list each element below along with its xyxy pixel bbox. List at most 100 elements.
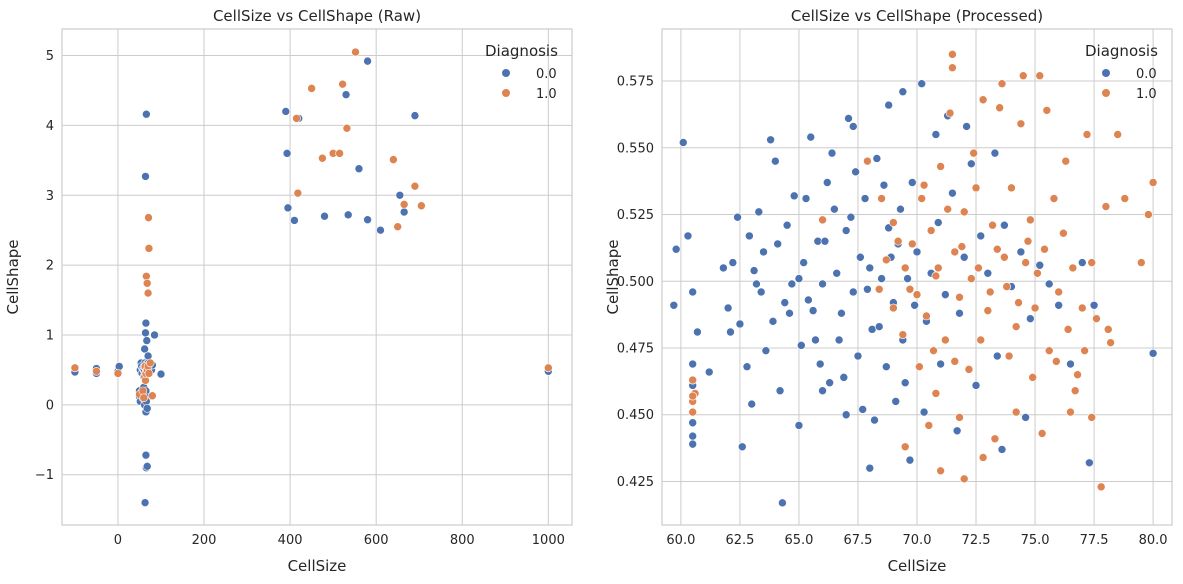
processed-point-diagnosis-1 <box>985 287 995 297</box>
processed-point-diagnosis-0 <box>907 178 917 187</box>
processed-point-diagnosis-1 <box>959 207 969 217</box>
processed-point-diagnosis-1 <box>1061 156 1071 166</box>
processed-x-tick-label: 65.0 <box>784 533 813 548</box>
processed-point-diagnosis-0 <box>992 351 1002 361</box>
processed-point-diagnosis-1 <box>1063 325 1073 334</box>
processed-point-diagnosis-1 <box>912 290 922 299</box>
raw-y-axis-label: CellShape <box>4 239 22 314</box>
processed-point-diagnosis-0 <box>761 346 771 355</box>
processed-point-diagnosis-1 <box>1077 303 1087 313</box>
raw-point-diagnosis-0 <box>141 450 151 460</box>
raw-point-diagnosis-1 <box>143 288 153 298</box>
processed-point-diagnosis-1 <box>1014 298 1023 307</box>
processed-point-diagnosis-1 <box>936 162 945 171</box>
processed-point-diagnosis-0 <box>745 231 754 241</box>
raw-point-diagnosis-1 <box>342 123 352 133</box>
processed-point-diagnosis-1 <box>1011 407 1021 417</box>
processed-point-diagnosis-0 <box>870 415 879 425</box>
processed-point-diagnosis-1 <box>1040 244 1049 254</box>
raw-point-diagnosis-1 <box>70 363 80 373</box>
raw-point-diagnosis-1 <box>113 369 123 378</box>
processed-point-diagnosis-1 <box>1007 183 1016 193</box>
raw-legend-label-1: 1.0 <box>536 87 557 102</box>
processed-point-diagnosis-0 <box>877 274 886 283</box>
processed-chart-title: CellSize vs CellShape (Processed) <box>791 7 1043 25</box>
raw-legend: Diagnosis 0.0 1.0 <box>485 42 558 102</box>
processed-point-diagnosis-1 <box>964 365 974 374</box>
processed-x-tick-label: 77.5 <box>1080 533 1109 548</box>
processed-point-diagnosis-0 <box>768 317 778 326</box>
processed-point-diagnosis-1 <box>1070 386 1080 396</box>
processed-point-diagnosis-0 <box>1026 314 1035 323</box>
processed-point-diagnosis-1 <box>997 79 1007 89</box>
raw-y-tick-label: 4 <box>46 119 54 134</box>
processed-point-diagnosis-0 <box>856 252 865 262</box>
processed-point-diagnosis-1 <box>959 474 969 484</box>
processed-point-diagnosis-1 <box>1052 357 1061 366</box>
raw-point-diagnosis-0 <box>114 362 124 371</box>
processed-point-diagnosis-0 <box>797 341 806 350</box>
processed-point-diagnosis-0 <box>1044 279 1054 289</box>
processed-point-diagnosis-0 <box>910 300 919 310</box>
processed-point-diagnosis-0 <box>884 100 893 110</box>
processed-point-diagnosis-1 <box>915 362 924 371</box>
processed-point-diagnosis-1 <box>1054 287 1063 297</box>
processed-point-diagnosis-0 <box>900 378 910 388</box>
processed-point-diagnosis-0 <box>688 287 697 297</box>
raw-point-diagnosis-1 <box>292 114 301 123</box>
processed-point-diagnosis-1 <box>948 63 957 73</box>
raw-point-diagnosis-1 <box>410 181 420 191</box>
processed-point-diagnosis-0 <box>879 180 889 190</box>
processed-point-diagnosis-1 <box>1106 338 1115 347</box>
processed-point-diagnosis-0 <box>1077 258 1087 267</box>
raw-y-tick-label: 5 <box>46 49 54 64</box>
processed-x-tick-label: 62.5 <box>725 533 754 548</box>
processed-point-diagnosis-0 <box>728 258 738 267</box>
processed-point-diagnosis-0 <box>955 309 964 318</box>
processed-point-diagnosis-0 <box>839 373 849 382</box>
processed-x-tick-label: 80.0 <box>1139 533 1168 548</box>
processed-point-diagnosis-0 <box>912 247 922 257</box>
processed-point-diagnosis-0 <box>865 463 875 473</box>
processed-point-diagnosis-1 <box>1103 325 1113 334</box>
raw-x-tick-label: 400 <box>278 533 303 548</box>
raw-point-diagnosis-1 <box>92 367 101 376</box>
processed-point-diagnosis-0 <box>959 252 969 262</box>
raw-point-diagnosis-0 <box>282 149 292 158</box>
processed-point-diagnosis-1 <box>688 391 697 401</box>
processed-point-diagnosis-0 <box>962 122 971 131</box>
raw-point-diagnosis-1 <box>142 278 152 288</box>
processed-point-diagnosis-0 <box>688 439 697 449</box>
processed-point-diagnosis-1 <box>893 236 903 246</box>
processed-point-diagnosis-1 <box>1113 130 1122 139</box>
raw-point-diagnosis-0 <box>142 462 152 471</box>
processed-point-diagnosis-1 <box>877 194 886 203</box>
processed-x-tick-label: 75.0 <box>1021 533 1050 548</box>
processed-point-diagnosis-1 <box>882 255 891 265</box>
processed-point-diagnosis-0 <box>848 287 858 297</box>
processed-point-diagnosis-0 <box>872 154 882 163</box>
processed-point-diagnosis-0 <box>848 122 858 131</box>
raw-point-diagnosis-1 <box>417 201 426 211</box>
processed-point-diagnosis-0 <box>688 359 697 369</box>
processed-point-diagnosis-1 <box>931 271 941 281</box>
processed-y-axis-label: CellShape <box>604 239 622 314</box>
processed-point-diagnosis-1 <box>1026 215 1035 225</box>
processed-point-diagnosis-1 <box>1011 322 1021 331</box>
processed-point-diagnosis-0 <box>865 263 875 273</box>
processed-point-diagnosis-0 <box>799 258 808 267</box>
raw-point-diagnosis-0 <box>290 216 299 225</box>
processed-point-diagnosis-1 <box>1101 202 1111 211</box>
raw-y-tick-label: 0 <box>46 398 54 413</box>
raw-point-diagnosis-1 <box>144 244 154 253</box>
raw-point-diagnosis-1 <box>399 200 409 209</box>
processed-point-diagnosis-0 <box>806 132 816 142</box>
raw-point-diagnosis-0 <box>140 498 150 507</box>
raw-point-diagnosis-0 <box>363 215 372 225</box>
processed-point-diagnosis-0 <box>693 327 702 337</box>
processed-point-diagnosis-0 <box>794 421 804 430</box>
processed-point-diagnosis-1 <box>945 108 955 118</box>
processed-point-diagnosis-1 <box>1033 268 1042 278</box>
processed-x-tick-label: 60.0 <box>666 533 695 548</box>
